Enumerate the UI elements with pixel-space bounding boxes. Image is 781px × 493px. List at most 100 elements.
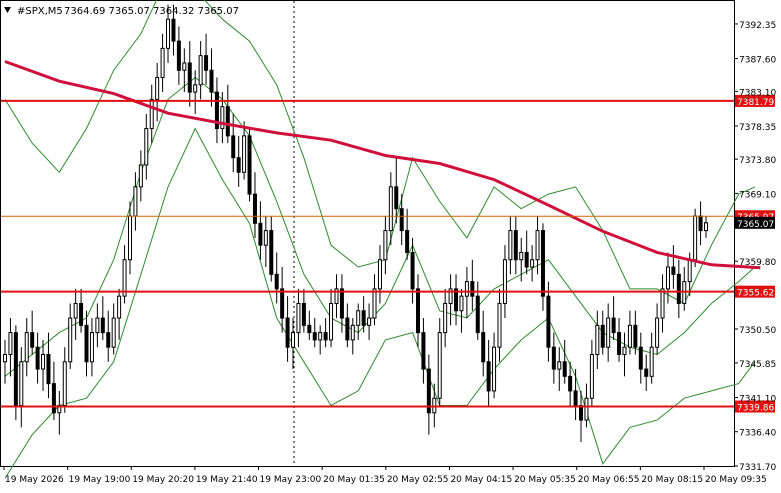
candle-body-bear	[30, 332, 35, 348]
candle	[606, 303, 611, 362]
candle-body-bull	[356, 310, 361, 326]
candle	[638, 332, 643, 384]
candle-body-bull	[502, 259, 507, 304]
price-axis[interactable]: 7392.35 7387.60 7383.10 7378.35 7373.80 7369.…	[734, 21, 776, 473]
candle-body-bear	[638, 346, 643, 370]
candle	[546, 281, 551, 362]
candle	[323, 318, 328, 348]
candle-body-bull	[383, 230, 388, 261]
candle-body-bull	[149, 98, 154, 130]
candle-body-bear	[513, 230, 518, 261]
candle	[611, 296, 616, 340]
candle	[671, 245, 676, 289]
candle-body-bear	[247, 135, 252, 195]
candle-body-bull	[693, 215, 698, 261]
symbol-label: #SPX,M5	[17, 6, 63, 17]
candle	[568, 361, 573, 406]
candle	[655, 303, 660, 355]
level-tag	[735, 94, 775, 107]
candle	[665, 252, 670, 304]
candle-body-bull	[133, 186, 138, 217]
candle	[693, 208, 698, 268]
x-tick-label: 20 May 05:35	[514, 475, 576, 485]
candle-body-bear	[269, 230, 274, 275]
last-price-tag	[735, 216, 775, 229]
candle	[231, 113, 236, 173]
time-axis[interactable]: 19 May 2026 19 May 19:00 19 May 20:20 19 Ma…	[3, 466, 767, 485]
candle	[166, 4, 171, 63]
candle	[198, 41, 203, 100]
candle	[383, 216, 388, 275]
candle	[24, 318, 29, 377]
candle	[13, 325, 18, 421]
candle-body-bull	[73, 302, 78, 319]
candle	[280, 267, 285, 333]
candle-body-bull	[155, 77, 160, 100]
candle-body-bear	[84, 324, 89, 363]
candle	[470, 259, 475, 311]
candle-body-bull	[19, 361, 24, 407]
candle-body-bear	[486, 361, 491, 392]
candle	[171, 4, 176, 56]
y-tick-label: 7387.60	[739, 56, 776, 66]
candle-body-bear	[307, 324, 312, 334]
x-tick-label: 19 May 19:00	[69, 475, 131, 485]
candle	[339, 274, 344, 333]
candle-body-bull	[111, 317, 116, 348]
candle	[584, 383, 589, 428]
candle-body-bear	[415, 288, 420, 334]
candle-body-bull	[535, 230, 540, 261]
candle	[377, 245, 382, 304]
candle-body-bear	[171, 18, 176, 42]
candle	[426, 354, 431, 435]
candle-body-bull	[193, 84, 198, 93]
candle-body-bear	[280, 288, 285, 319]
candle-body-bear	[13, 332, 18, 407]
candle	[676, 259, 681, 319]
candle-body-bear	[225, 106, 230, 137]
candle	[296, 288, 301, 348]
candle-body-bull	[606, 317, 611, 348]
candle	[84, 310, 89, 377]
candle-body-bull	[138, 164, 143, 188]
candle	[502, 245, 507, 319]
candle-body-bear	[410, 251, 415, 290]
x-tick-label: 20 May 01:35	[323, 475, 385, 485]
candle	[459, 288, 464, 333]
candle-body-bull	[665, 266, 670, 290]
candle-body-bull	[57, 405, 62, 414]
candle-body-bear	[611, 317, 616, 334]
candle-body-bull	[329, 302, 334, 341]
candle-body-bull	[530, 259, 535, 268]
candle-body-bear	[579, 405, 584, 421]
candle-body-bull	[89, 332, 94, 363]
candle	[8, 318, 13, 377]
candle	[437, 318, 442, 406]
candle	[579, 390, 584, 442]
candle	[432, 383, 437, 428]
candle-body-bear	[600, 324, 605, 348]
candle-body-bear	[209, 69, 214, 93]
candle	[3, 339, 7, 384]
candle-body-bear	[258, 222, 263, 246]
candle	[508, 216, 513, 275]
candle	[73, 288, 78, 340]
candle	[486, 339, 491, 406]
y-tick-label: 7383.10	[739, 88, 776, 98]
level-tag-label: 7339.86	[737, 404, 774, 414]
candle	[122, 245, 127, 304]
candle-body-bull	[584, 397, 589, 421]
candle-body-bear	[421, 332, 426, 370]
candle	[285, 296, 290, 362]
candle	[513, 216, 518, 275]
candle-body-bear	[204, 55, 209, 71]
candle	[30, 310, 35, 355]
candle-body-bull	[377, 259, 382, 290]
candle-body-bull	[166, 18, 171, 49]
candle	[617, 318, 622, 362]
candle	[35, 332, 40, 384]
collapse-triangle-icon[interactable]	[4, 7, 11, 13]
